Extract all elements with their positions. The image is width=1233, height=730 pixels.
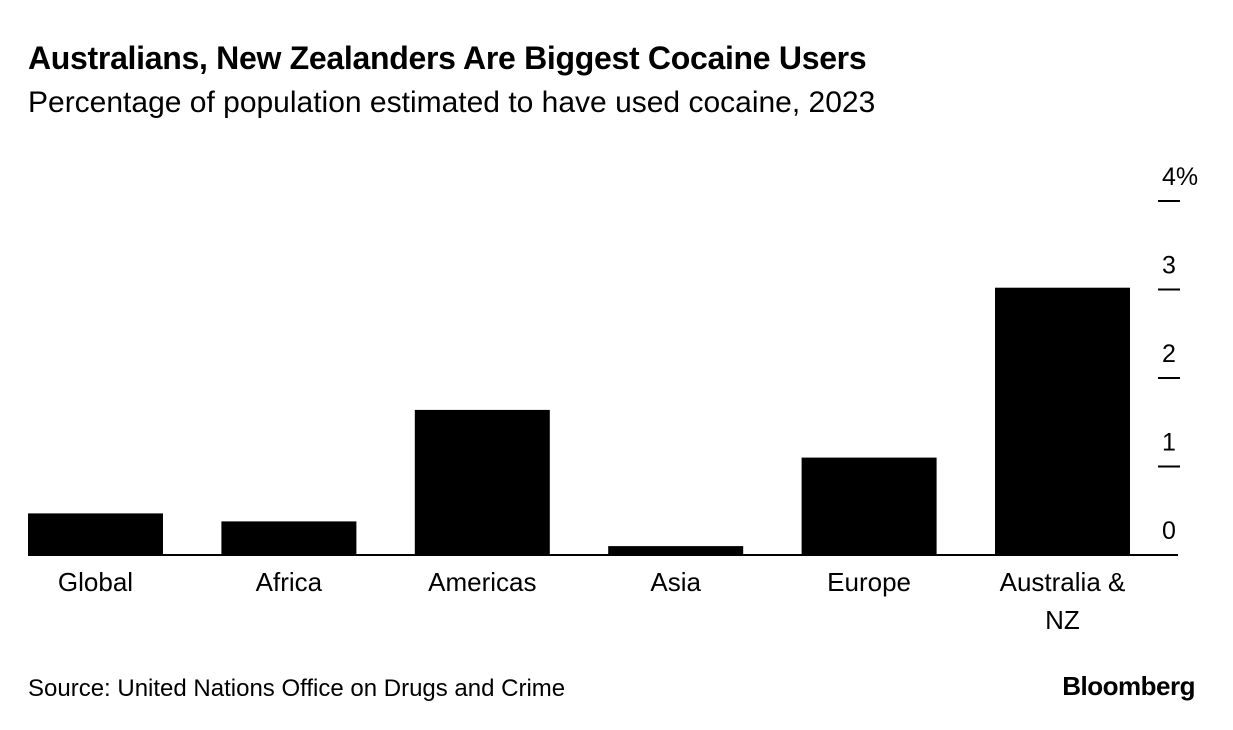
y-tick-label: 3	[1162, 252, 1176, 280]
x-tick-label: Global	[58, 567, 133, 597]
bar-australia-nz	[995, 287, 1130, 555]
bar-americas	[414, 409, 550, 555]
bar-global	[28, 513, 163, 555]
x-axis-labels: Global Africa Americas Asia Europe Australia …	[58, 567, 1125, 635]
bar-africa	[221, 521, 357, 555]
bars-group	[28, 287, 1130, 555]
y-tick-label: 0	[1162, 517, 1176, 545]
x-tick-label: Europe	[827, 567, 911, 597]
y-axis: 0 1 2 3 4%	[1158, 163, 1198, 545]
y-tick-label: 4%	[1162, 163, 1198, 191]
bar-europe	[801, 457, 937, 555]
y-tick-label: 2	[1162, 340, 1176, 368]
chart-title: Australians, New Zealanders Are Biggest …	[28, 40, 867, 76]
x-tick-label: Americas	[428, 567, 536, 597]
x-tick-label: Australia & NZ	[1000, 567, 1126, 635]
x-tick-label: Africa	[256, 567, 323, 597]
y-tick-label: 1	[1162, 429, 1176, 457]
bloomberg-logo: Bloomberg	[1062, 671, 1195, 701]
x-tick-label: Asia	[650, 567, 701, 597]
chart-subtitle: Percentage of population estimated to ha…	[28, 86, 876, 119]
bar-asia	[608, 546, 744, 555]
source-note: Source: United Nations Office on Drugs a…	[28, 675, 566, 702]
bar-chart: Global Africa Americas Asia Europe Australia …	[28, 163, 1198, 635]
